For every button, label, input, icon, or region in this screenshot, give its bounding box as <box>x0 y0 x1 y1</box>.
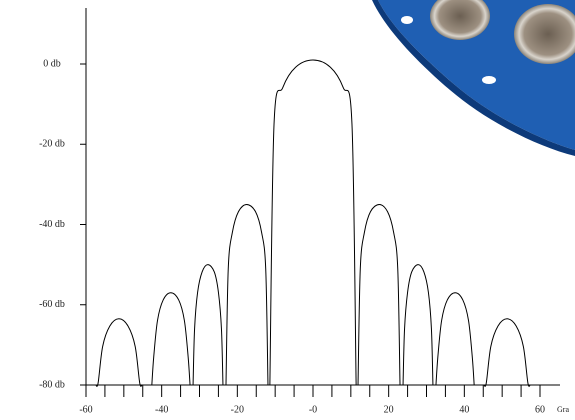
y-tick-label: -60 db <box>39 299 65 310</box>
x-tick-label: 20 <box>384 404 394 415</box>
y-tick-label: 0 db <box>43 58 61 69</box>
y-tick-label: -80 db <box>39 379 65 390</box>
x-tick-label: 60 <box>535 404 545 415</box>
sensor-photo <box>372 0 575 156</box>
x-tick-label: -40 <box>155 404 168 415</box>
x-tick-label: -60 <box>79 404 92 415</box>
y-tick-label: -40 db <box>39 219 65 230</box>
x-tick-label: -20 <box>231 404 244 415</box>
x-axis-label: Gra <box>557 405 569 414</box>
y-tick-label: -20 db <box>39 139 65 150</box>
x-tick-label: 40 <box>459 404 469 415</box>
beam-pattern-line <box>95 59 531 387</box>
x-tick-label: -0 <box>309 404 317 415</box>
